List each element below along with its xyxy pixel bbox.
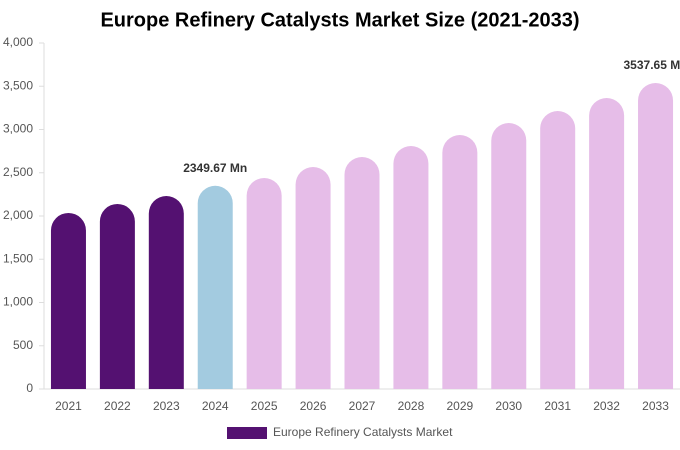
x-tick-label: 2025 <box>251 399 278 413</box>
y-tick-label: 3,500 <box>3 78 33 92</box>
y-tick-label: 4,000 <box>3 35 33 49</box>
bar <box>197 185 233 389</box>
x-tick-label: 2021 <box>55 399 82 413</box>
y-tick-label: 0 <box>26 381 33 395</box>
x-tick-label: 2030 <box>495 399 522 413</box>
bar <box>393 146 429 389</box>
bar <box>295 167 331 389</box>
bar <box>148 196 184 389</box>
bar <box>540 110 576 389</box>
x-tick-label: 2028 <box>398 399 425 413</box>
y-tick-label: 1,500 <box>3 251 33 265</box>
x-tick-label: 2026 <box>300 399 327 413</box>
data-label: 2349.67 Mn <box>183 161 247 175</box>
y-tick-label: 2,500 <box>3 165 33 179</box>
x-tick-label: 2031 <box>544 399 571 413</box>
x-tick-label: 2027 <box>349 399 376 413</box>
y-tick-label: 3,000 <box>3 122 33 136</box>
bar <box>491 123 527 389</box>
bar <box>589 98 625 389</box>
x-tick-label: 2032 <box>593 399 620 413</box>
data-label: 3537.65 Mn <box>624 58 680 72</box>
bar <box>638 82 674 389</box>
x-tick-label: 2033 <box>642 399 669 413</box>
x-tick-label: 2022 <box>104 399 131 413</box>
legend-label: Europe Refinery Catalysts Market <box>273 425 453 439</box>
x-tick-label: 2029 <box>446 399 473 413</box>
bar <box>344 157 380 389</box>
bar <box>99 203 135 389</box>
y-tick-label: 500 <box>13 338 33 352</box>
y-tick-label: 2,000 <box>3 208 33 222</box>
bar <box>246 178 282 389</box>
x-tick-label: 2024 <box>202 399 229 413</box>
chart-title: Europe Refinery Catalysts Market Size (2… <box>100 9 579 31</box>
legend-swatch <box>227 427 267 439</box>
x-tick-label: 2023 <box>153 399 180 413</box>
bar <box>50 212 86 389</box>
bar <box>442 135 478 389</box>
y-tick-label: 1,000 <box>3 295 33 309</box>
